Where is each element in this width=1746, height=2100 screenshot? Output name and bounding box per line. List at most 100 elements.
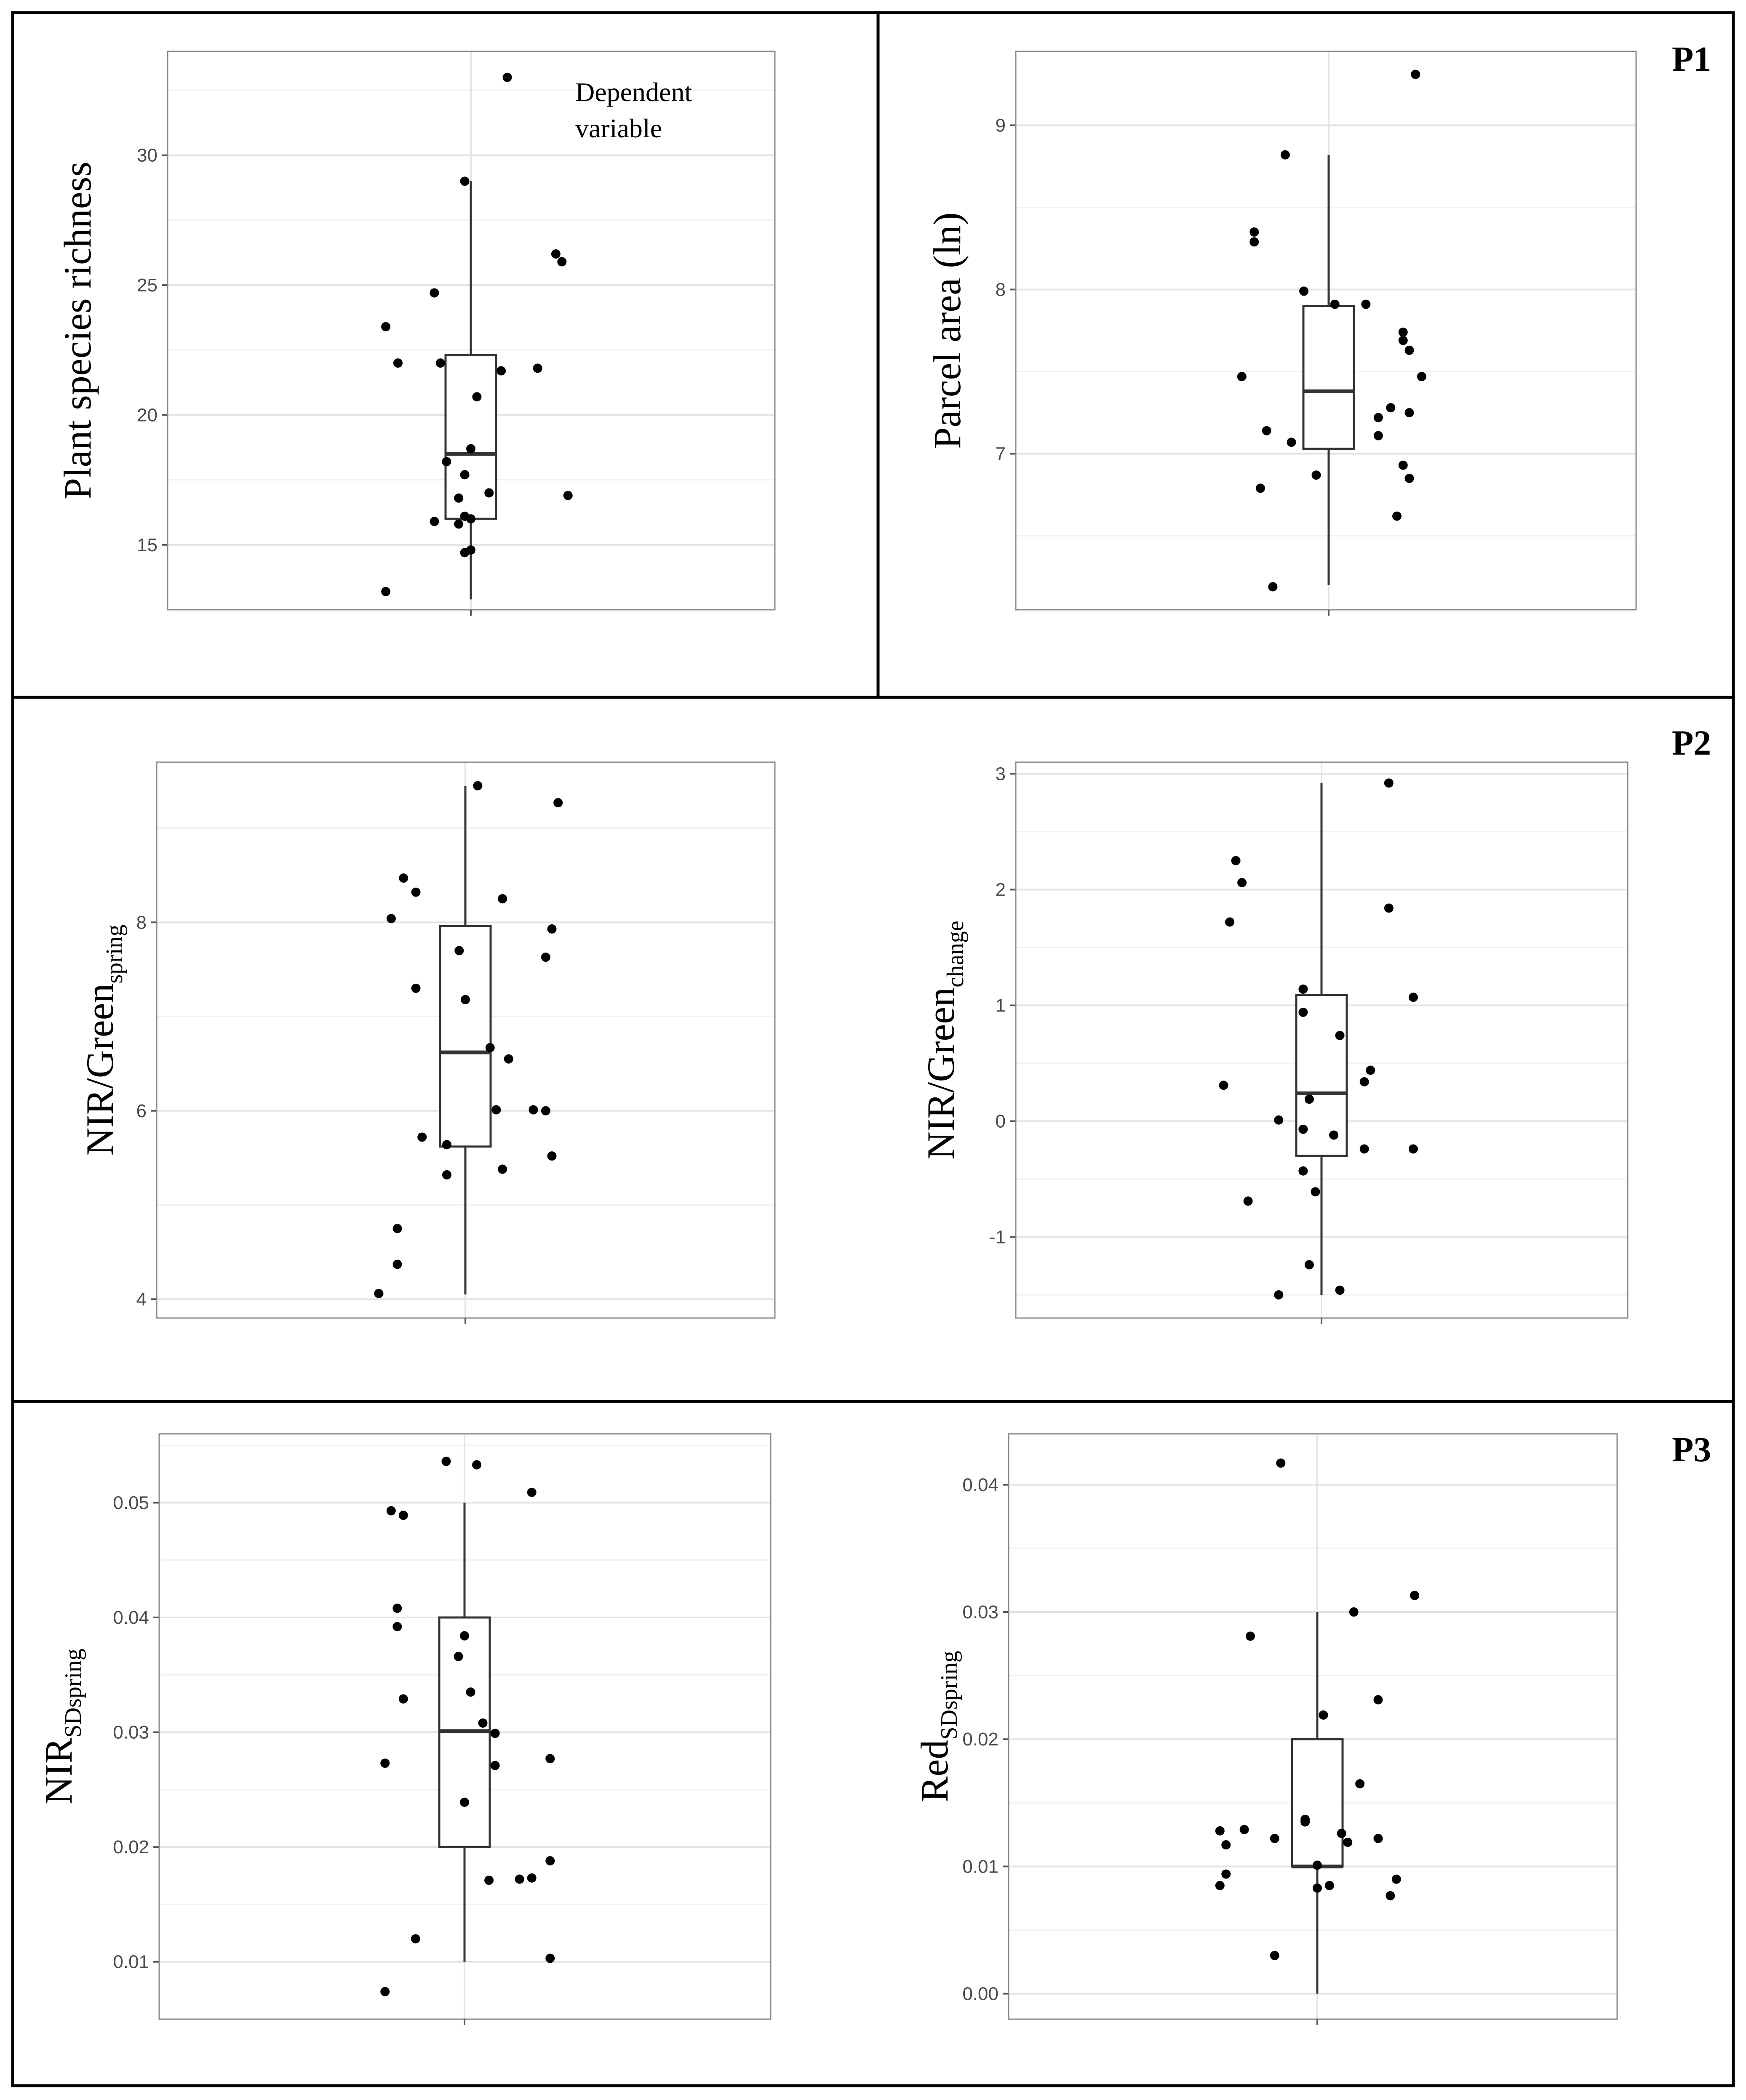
- chart-panel-6: 0.00 0.01 0.02 0.03 0.04 RedSDspring: [913, 1433, 1618, 2025]
- iqr-box: [1291, 1738, 1344, 1868]
- data-point: [454, 946, 464, 955]
- data-point: [1386, 1891, 1395, 1900]
- y-axis-label-main: Red: [913, 1740, 956, 1802]
- y-axis-label-main: NIR/Green: [919, 987, 962, 1160]
- data-point: [1268, 582, 1278, 592]
- y-tick-label: 15: [137, 535, 158, 555]
- data-point: [1417, 372, 1426, 382]
- data-point: [1392, 511, 1402, 521]
- y-tick-label: 0.03: [962, 1602, 998, 1622]
- data-point: [1330, 299, 1340, 309]
- data-point: [545, 1856, 555, 1865]
- data-point: [1408, 1144, 1418, 1154]
- data-point: [411, 983, 421, 993]
- y-tick-label: 6: [136, 1101, 147, 1121]
- data-point: [1373, 1833, 1383, 1843]
- data-point: [1231, 856, 1241, 865]
- plot-frame: [1015, 51, 1637, 611]
- data-point: [545, 1754, 555, 1764]
- data-point: [430, 288, 439, 298]
- y-tick-label: 0.01: [113, 1952, 149, 1972]
- data-point: [1298, 985, 1308, 994]
- section-border-p1: [11, 11, 1735, 699]
- data-point: [1270, 1833, 1279, 1843]
- data-point: [547, 924, 557, 934]
- data-point: [461, 995, 470, 1004]
- data-point: [1349, 1607, 1359, 1617]
- data-point: [442, 1140, 451, 1150]
- data-point: [1398, 327, 1408, 337]
- data-point: [411, 1934, 420, 1944]
- data-point: [1299, 286, 1309, 296]
- data-point: [563, 491, 573, 500]
- data-point: [1270, 1951, 1279, 1960]
- data-point: [1373, 431, 1383, 440]
- y-tick-label: 30: [137, 145, 158, 166]
- data-point: [1361, 299, 1371, 309]
- legend: Dependent variable: [575, 77, 692, 143]
- data-point: [374, 1289, 384, 1298]
- data-point: [541, 1106, 550, 1115]
- data-point: [533, 363, 542, 373]
- data-point: [1366, 1065, 1375, 1075]
- data-point: [1246, 1631, 1255, 1641]
- data-point: [1384, 778, 1394, 788]
- data-point: [411, 887, 421, 897]
- data-point: [454, 519, 464, 529]
- data-point: [435, 358, 445, 368]
- y-tick-label: 9: [996, 115, 1006, 136]
- data-point: [515, 1874, 524, 1884]
- data-point: [1243, 1196, 1253, 1206]
- y-tick-label: 8: [136, 912, 147, 933]
- data-point: [1249, 227, 1259, 237]
- data-point: [430, 517, 439, 526]
- y-axis-label-main: Parcel area (ln): [926, 212, 969, 449]
- data-point: [1359, 1077, 1369, 1086]
- data-point: [498, 894, 507, 904]
- y-axis-label-subscript: SDspring: [936, 1651, 962, 1740]
- data-point: [1274, 1290, 1284, 1299]
- y-axis-label-main: NIR: [37, 1737, 80, 1804]
- y-tick-label: 0.04: [962, 1475, 998, 1495]
- data-point: [472, 392, 482, 402]
- data-point: [1313, 1883, 1322, 1893]
- data-point: [527, 1873, 537, 1883]
- section-label-p3: P3: [1672, 1430, 1711, 1469]
- data-point: [485, 1043, 495, 1052]
- data-point: [399, 873, 408, 883]
- data-point: [1298, 1124, 1308, 1134]
- data-point: [1404, 474, 1414, 483]
- data-point: [545, 1953, 555, 1963]
- data-point: [466, 444, 475, 454]
- data-point: [1386, 403, 1396, 413]
- data-point: [1319, 1710, 1328, 1720]
- data-point: [1373, 413, 1383, 422]
- data-point: [392, 1259, 402, 1269]
- data-point: [1313, 1860, 1322, 1870]
- data-point: [1215, 1881, 1225, 1890]
- data-point: [1311, 470, 1321, 480]
- data-point: [1335, 1286, 1345, 1295]
- y-tick-label: 0.02: [962, 1729, 998, 1750]
- data-point: [1221, 1840, 1231, 1850]
- data-point: [393, 358, 403, 368]
- data-point: [1391, 1874, 1401, 1884]
- data-point: [491, 1105, 501, 1115]
- y-axis-label: Plant species richness: [56, 162, 99, 499]
- y-axis-label: RedSDspring: [913, 1651, 962, 1802]
- data-point: [478, 1718, 488, 1728]
- data-point: [441, 1457, 451, 1466]
- data-point: [1237, 372, 1247, 382]
- y-axis-label-main: NIR/Green: [78, 984, 121, 1156]
- data-point: [417, 1132, 427, 1142]
- data-point: [502, 72, 512, 82]
- figure-borders: [11, 11, 1735, 2087]
- y-tick-label: 0.03: [113, 1722, 149, 1743]
- y-tick-label: 3: [996, 764, 1006, 784]
- y-axis-label: Parcel area (ln): [926, 212, 969, 449]
- data-point: [380, 1758, 390, 1768]
- section-label-p2: P2: [1672, 723, 1711, 763]
- y-tick-label: -1: [989, 1227, 1006, 1248]
- data-point: [547, 1151, 557, 1161]
